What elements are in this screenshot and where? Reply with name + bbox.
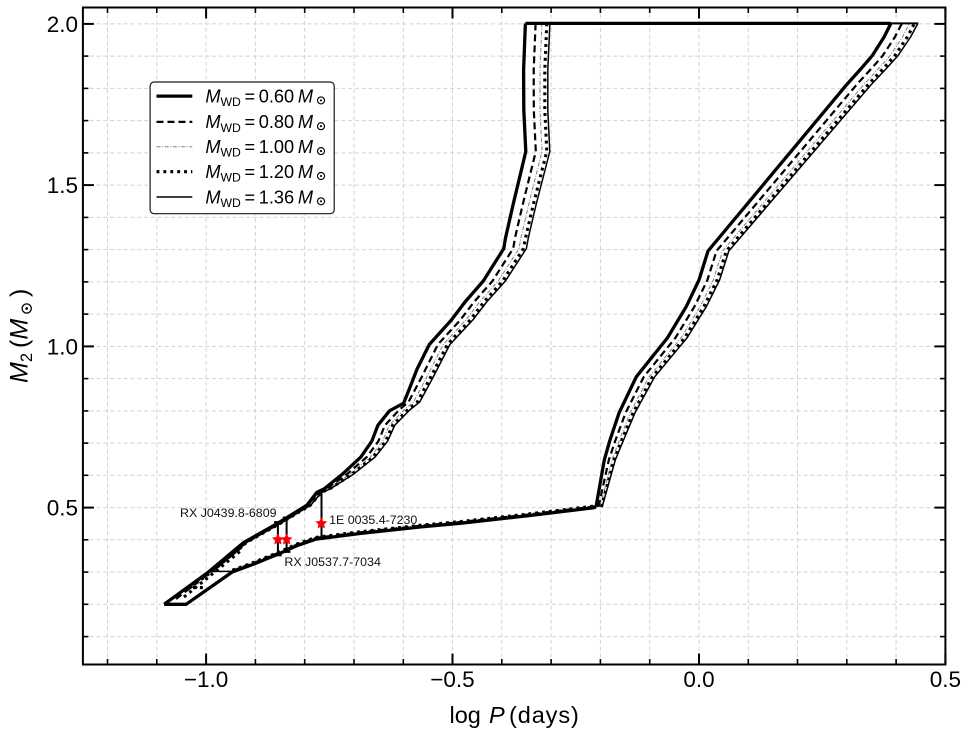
svg-text:1.0: 1.0 [47, 334, 78, 359]
svg-text:MWD = 0.80 M: MWD = 0.80 M [205, 112, 313, 135]
svg-text:−1.0: −1.0 [184, 667, 228, 692]
svg-text:1.5: 1.5 [47, 173, 78, 198]
svg-text:MWD = 1.36 M: MWD = 1.36 M [205, 187, 313, 210]
svg-text:2.0: 2.0 [47, 12, 78, 37]
svg-text:MWD = 1.20 M: MWD = 1.20 M [205, 162, 313, 185]
svg-text:MWD = 1.00 M: MWD = 1.00 M [205, 137, 313, 160]
svg-text:−0.5: −0.5 [430, 667, 474, 692]
svg-text:0.5: 0.5 [47, 496, 78, 521]
svg-text:1E 0035.4-7230: 1E 0035.4-7230 [329, 513, 417, 527]
svg-text:MWD = 0.60 M: MWD = 0.60 M [205, 86, 313, 109]
svg-text:RX J0439.8-6809: RX J0439.8-6809 [180, 506, 277, 520]
svg-text:M2 (M): M2 (M) [5, 289, 36, 383]
svg-text:0.5: 0.5 [930, 667, 961, 692]
svg-text:RX J0537.7-7034: RX J0537.7-7034 [284, 555, 381, 569]
svg-text:0.0: 0.0 [683, 667, 714, 692]
